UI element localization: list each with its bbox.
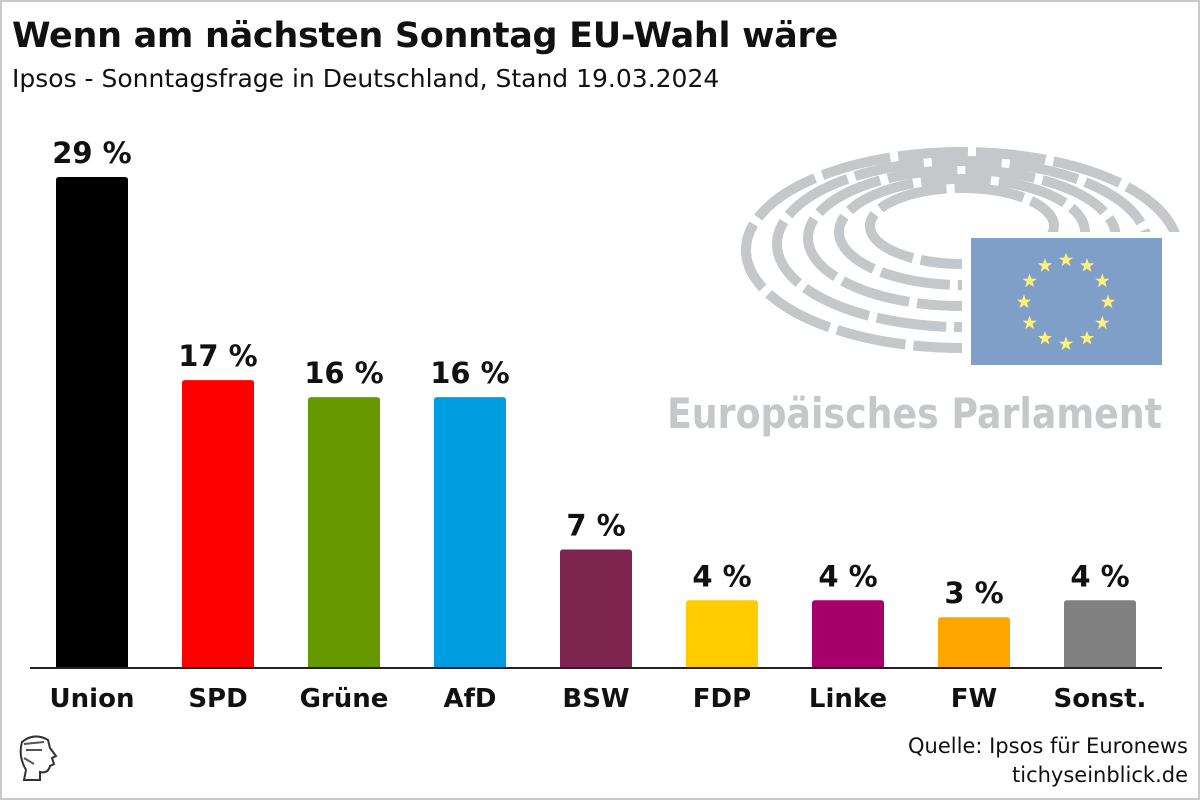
star-icon [1095, 315, 1110, 330]
star-icon [1022, 273, 1037, 288]
logo-text: Europäisches Parlament [667, 389, 1162, 438]
site-text: tichyseinblick.de [1012, 763, 1188, 787]
category-label: FDP [693, 684, 751, 714]
category-label: SPD [188, 684, 247, 714]
star-icon [1058, 252, 1074, 267]
data-label: 3 % [944, 576, 1003, 610]
data-label: 7 % [566, 508, 625, 542]
data-label: 16 % [430, 356, 510, 390]
star-icon [1016, 294, 1032, 309]
bar-linke [812, 600, 884, 668]
european-parliament-logo: Europäisches Parlament [667, 147, 1183, 438]
bar-union [56, 177, 128, 668]
parliament-arc [834, 174, 1090, 290]
data-label: 4 % [1070, 559, 1129, 593]
category-label: Grüne [300, 684, 389, 714]
data-label: 29 % [52, 136, 132, 170]
bar-grüne [308, 397, 380, 668]
data-label: 17 % [178, 339, 258, 373]
data-label: 16 % [304, 356, 384, 390]
source-note: Quelle: Ipsos für Euronews tichyseinblic… [908, 732, 1188, 790]
category-label: Union [50, 684, 135, 714]
category-label: FW [951, 684, 997, 714]
star-icon [1037, 330, 1053, 345]
star-icon [1058, 336, 1074, 351]
star-icon [1079, 258, 1095, 272]
category-label: AfD [443, 684, 496, 714]
source-text: Quelle: Ipsos für Euronews [908, 734, 1188, 758]
star-icon [1079, 330, 1095, 345]
star-icon [1022, 315, 1037, 330]
data-label: 4 % [692, 559, 751, 593]
bar-bsw [560, 549, 632, 668]
category-label: Sonst. [1054, 684, 1147, 714]
category-label: BSW [562, 684, 629, 714]
bar-fw [938, 617, 1010, 668]
star-icon [1095, 273, 1110, 288]
bar-fdp [686, 600, 758, 668]
star-icon [1037, 258, 1053, 272]
star-icon [1100, 294, 1116, 309]
bar-sonst [1064, 600, 1136, 668]
tichys-einblick-logo [12, 730, 58, 782]
parliament-arc [865, 183, 1059, 269]
chart-subtitle: Ipsos - Sonntagsfrage in Deutschland, St… [12, 64, 720, 93]
chart-title: Wenn am nächsten Sonntag EU-Wahl wäre [12, 16, 838, 56]
bar-afd [434, 397, 506, 668]
bar-spd [182, 380, 254, 668]
data-label: 4 % [818, 559, 877, 593]
category-label: Linke [809, 684, 887, 714]
